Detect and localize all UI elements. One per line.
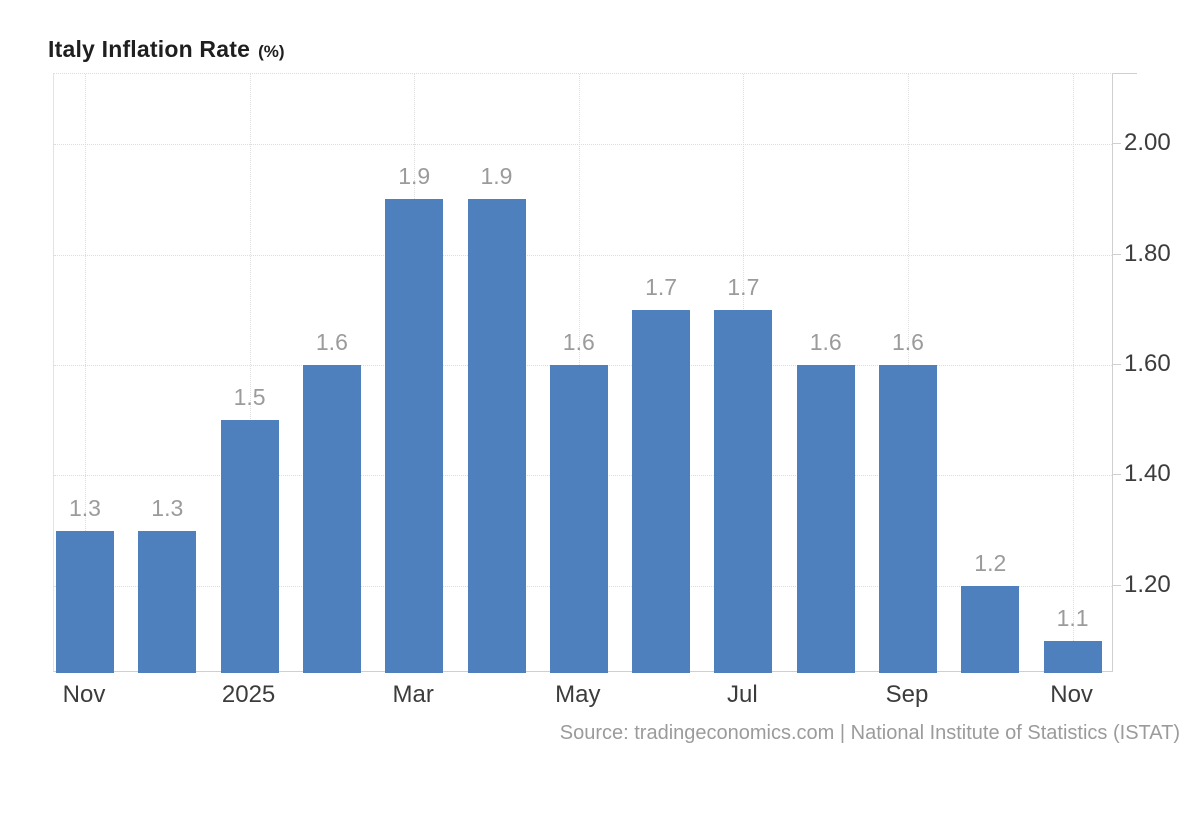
- v-gridline: [1072, 74, 1074, 671]
- bar-value-label: 1.7: [727, 273, 760, 300]
- bar[interactable]: [467, 199, 526, 673]
- y-axis-tick: [1113, 143, 1121, 145]
- y-axis-tick: [1113, 253, 1121, 255]
- y-axis-tick: [1113, 584, 1121, 586]
- bar-value-label: 1.6: [892, 328, 924, 355]
- bar-value-label: 1.6: [809, 328, 842, 355]
- chart-title: Italy Inflation Rate (%): [48, 36, 285, 63]
- bar-value-label: 1.7: [645, 273, 678, 300]
- source-attribution: Source: tradingeconomics.com | National …: [559, 722, 1180, 744]
- bar-value-label: 1.3: [151, 494, 184, 521]
- chart-title-unit: (%): [258, 42, 285, 61]
- y-axis-tick: [1113, 363, 1121, 365]
- h-gridline: [54, 254, 1112, 256]
- y-tick-label: 1.60: [1124, 349, 1171, 377]
- axis-top-tick: [1113, 73, 1137, 74]
- bar[interactable]: [796, 364, 855, 673]
- x-tick-label: Sep: [885, 681, 929, 708]
- y-tick-label: 1.80: [1124, 239, 1171, 267]
- bar-value-label: 1.1: [1056, 604, 1089, 631]
- bar[interactable]: [961, 585, 1020, 673]
- bar[interactable]: [714, 309, 773, 673]
- bar[interactable]: [302, 364, 361, 673]
- bar-value-label: 1.9: [398, 163, 431, 190]
- y-tick-label: 1.20: [1124, 570, 1171, 598]
- chart-title-text: Italy Inflation Rate: [48, 36, 251, 62]
- x-tick-label: Mar: [392, 681, 434, 708]
- bar[interactable]: [549, 364, 608, 673]
- x-tick-label: Nov: [62, 681, 106, 708]
- bar-value-label: 1.6: [562, 328, 595, 355]
- h-gridline: [54, 144, 1112, 146]
- y-tick-label: 2.00: [1124, 129, 1171, 157]
- bar[interactable]: [56, 530, 114, 673]
- plot-area: 1.3 1.3 1.5 1.6 1.9 1.9 1.6 1.7 1.7 1.6 1.6 1.2 1.1: [53, 73, 1113, 673]
- y-axis-tick: [1113, 474, 1121, 476]
- bar[interactable]: [1043, 640, 1102, 673]
- bar[interactable]: [632, 309, 691, 673]
- bar[interactable]: [220, 420, 279, 673]
- bar[interactable]: [879, 364, 937, 673]
- bar-value-label: 1.3: [69, 494, 101, 521]
- bar-value-label: 1.9: [480, 163, 513, 190]
- x-tick-label: Jul: [727, 681, 758, 708]
- x-tick-label: 2025: [221, 681, 276, 708]
- bar[interactable]: [385, 199, 444, 673]
- bar-value-label: 1.6: [315, 328, 348, 355]
- v-gridline: [85, 74, 86, 671]
- bar-value-label: 1.2: [974, 549, 1007, 576]
- bar-value-label: 1.5: [233, 384, 266, 411]
- bar[interactable]: [138, 530, 197, 673]
- x-tick-label: May: [555, 681, 601, 708]
- y-tick-label: 1.40: [1124, 460, 1171, 488]
- v-gridline: [249, 74, 251, 671]
- x-tick-label: Nov: [1050, 681, 1093, 708]
